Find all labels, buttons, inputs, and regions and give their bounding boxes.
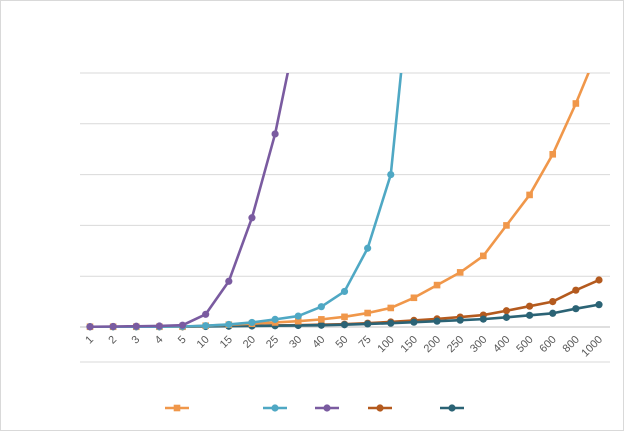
legend-item-5 (440, 404, 464, 412)
x-tick-label: 300 (468, 334, 489, 355)
data-point (271, 130, 279, 138)
data-point (595, 276, 603, 284)
data-point (525, 302, 534, 310)
x-tick-label: 3 (130, 334, 143, 347)
data-point (549, 298, 557, 306)
data-point (155, 322, 164, 330)
x-tick-label: 30 (287, 334, 304, 351)
data-point (387, 319, 395, 327)
data-point (318, 316, 325, 323)
data-point (248, 318, 256, 327)
data-point (572, 305, 580, 313)
x-tick-label: 100 (375, 334, 396, 355)
data-point (364, 320, 372, 328)
x-tick-label: 40 (310, 334, 327, 351)
data-point (503, 222, 510, 229)
legend-marker (448, 404, 456, 412)
data-point (433, 281, 441, 289)
x-tick-label: 25 (264, 334, 281, 351)
series-3 (86, 73, 290, 331)
data-point (317, 303, 325, 311)
x-axis-ticks: 1 2 3 4 5 10 15 20 25 30 40 50 75 100 150 200 250 300 400 5… (83, 334, 605, 360)
data-point (479, 315, 487, 323)
data-point (109, 322, 117, 331)
data-point (364, 309, 371, 317)
data-point (317, 321, 325, 329)
data-point (549, 150, 557, 158)
data-point (480, 252, 487, 260)
legend-item-3 (315, 404, 339, 412)
data-point (86, 323, 94, 331)
data-point (340, 321, 349, 329)
legend-item-4 (368, 404, 392, 412)
data-point (502, 313, 511, 321)
x-tick-label: 200 (422, 334, 443, 355)
x-tick-label: 800 (561, 334, 582, 355)
x-tick-label: 50 (333, 334, 350, 351)
data-point (364, 244, 372, 252)
data-point (178, 321, 187, 329)
data-point (294, 317, 302, 325)
data-point (202, 310, 210, 318)
x-tick-label: 15 (218, 334, 235, 351)
legend-item-1 (165, 404, 189, 412)
data-point (410, 294, 418, 302)
data-point (387, 304, 395, 312)
x-tick-label: 75 (357, 334, 374, 351)
data-point (572, 286, 580, 294)
data-point (549, 309, 557, 317)
x-tick-label: 10 (195, 334, 212, 351)
data-point (340, 287, 349, 296)
legend-marker (271, 404, 279, 412)
data-point (387, 171, 395, 179)
data-point (502, 307, 511, 315)
x-tick-label: 5 (176, 334, 189, 347)
series-2 (86, 73, 403, 331)
series-line (90, 73, 590, 329)
data-point (294, 312, 302, 320)
x-tick-label: 500 (514, 334, 535, 355)
legend-marker (323, 404, 331, 412)
data-point (271, 315, 279, 323)
series-1 (86, 73, 590, 331)
data-point (572, 100, 580, 107)
series-line (89, 73, 290, 329)
legend-marker (173, 404, 181, 412)
data-point (202, 322, 210, 330)
x-tick-label: 2 (106, 334, 119, 347)
x-tick-label: 20 (241, 334, 258, 351)
x-tick-label: 150 (399, 334, 420, 355)
data-point (595, 301, 603, 309)
data-point (456, 316, 464, 324)
series-layer (86, 73, 603, 331)
legend-item-2 (263, 404, 287, 412)
data-point (225, 320, 233, 329)
data-point (248, 214, 256, 222)
x-tick-label: 400 (491, 334, 512, 355)
data-point (526, 191, 533, 199)
x-tick-label: 250 (445, 334, 466, 355)
data-point (456, 269, 464, 276)
x-tick-label: 1 (83, 334, 96, 347)
legend (165, 404, 464, 412)
x-tick-label: 1000 (579, 334, 605, 360)
data-point (341, 313, 348, 321)
legend-marker (376, 404, 384, 412)
x-tick-label: 4 (153, 334, 166, 347)
series-line (90, 73, 403, 329)
data-point (225, 277, 233, 285)
data-point (433, 317, 441, 325)
data-point (525, 311, 534, 319)
data-point (410, 318, 418, 326)
data-point (132, 322, 140, 330)
x-tick-label: 600 (537, 334, 558, 355)
gridlines (80, 72, 610, 363)
